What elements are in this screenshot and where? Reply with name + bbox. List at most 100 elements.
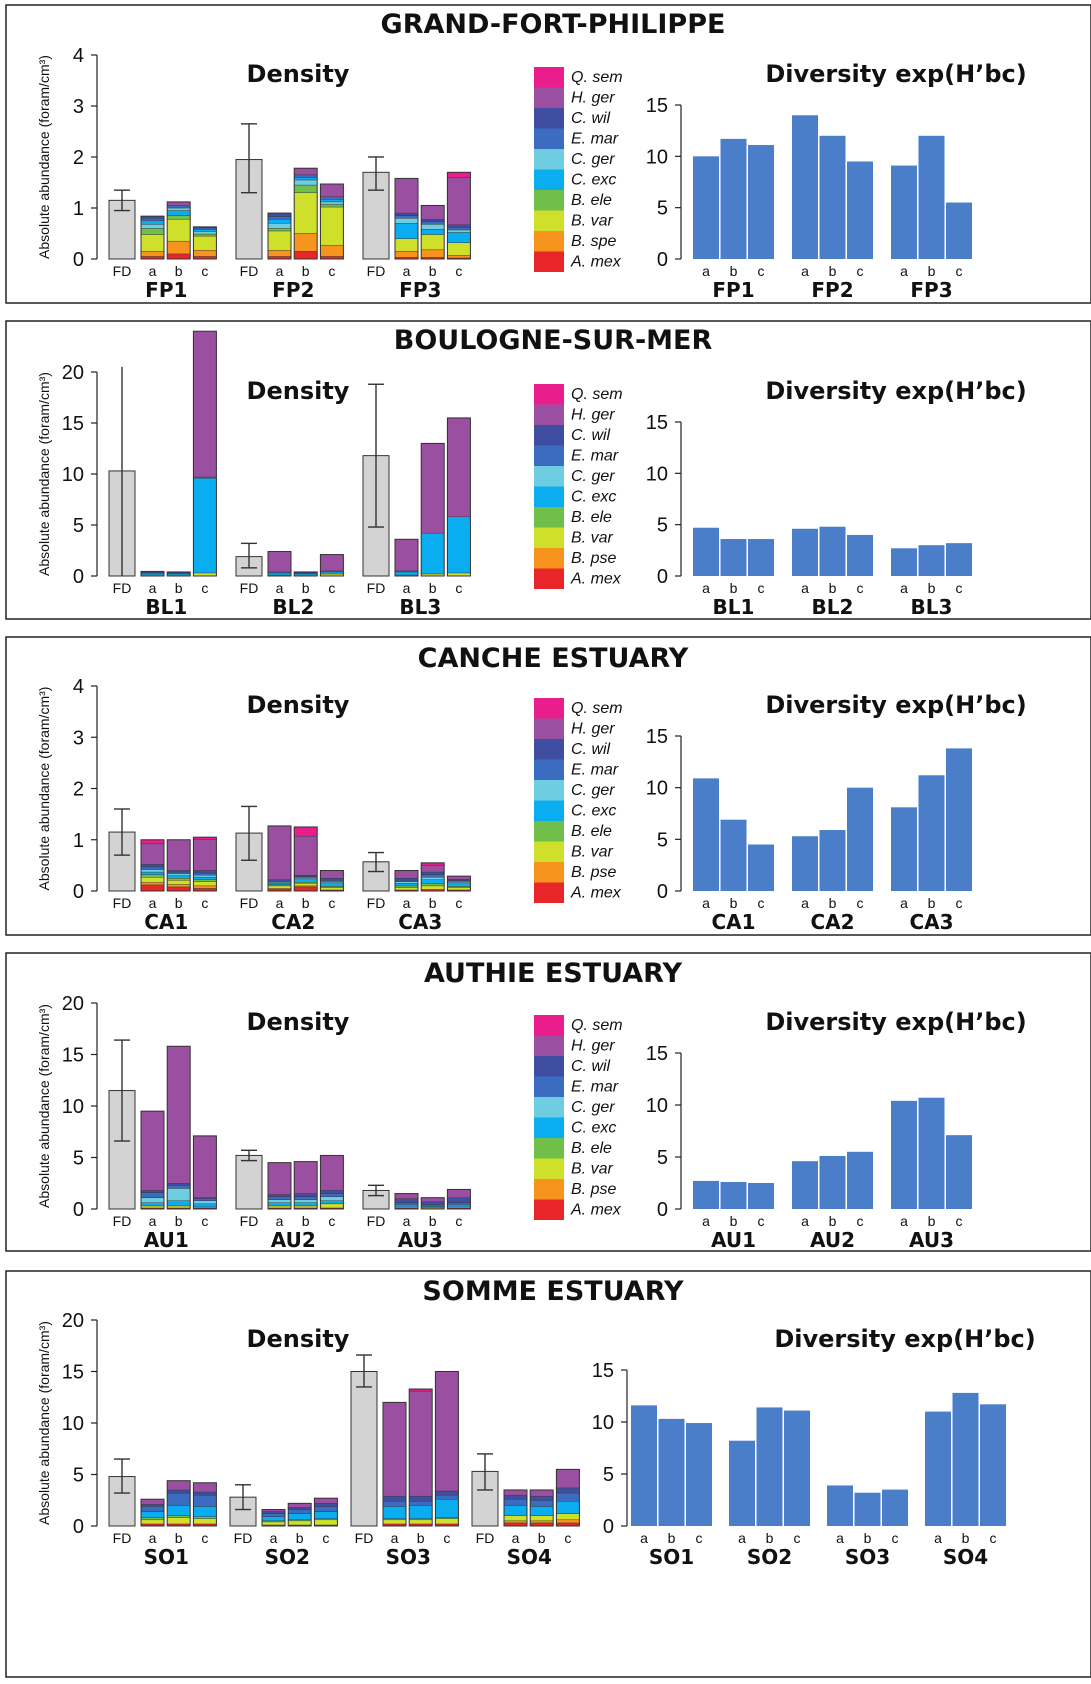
legend-swatch <box>534 759 564 780</box>
diversity-bar <box>631 1405 657 1526</box>
density-bar-outline <box>434 1371 459 1527</box>
density-y-tick-label: 0 <box>73 1516 84 1538</box>
density-bar-outline <box>394 177 419 260</box>
diversity-bar <box>854 1492 881 1526</box>
diversity-category-label: a <box>900 1213 908 1229</box>
diversity-y-tick-label: 0 <box>657 566 668 588</box>
density-bar-segment <box>314 1497 338 1504</box>
diversity-group-label: BL1 <box>713 595 755 619</box>
group-label: BL3 <box>399 595 441 619</box>
density-bar-segment <box>447 227 471 231</box>
density-bar-segment <box>382 1501 407 1507</box>
category-label: c <box>322 1530 329 1546</box>
legend-swatch <box>534 698 564 719</box>
density-bar-segment <box>166 877 191 881</box>
diversity-category-label: c <box>956 263 963 279</box>
density-bar-segment <box>140 1110 165 1191</box>
density-bar-segment <box>294 886 318 892</box>
legend-swatch <box>534 251 564 272</box>
category-label-fd: FD <box>234 1530 253 1546</box>
density-bar-segment <box>394 883 419 887</box>
density-bar-outline <box>192 836 217 892</box>
density-bar-outline <box>293 167 318 260</box>
density-bar-segment <box>320 196 344 200</box>
density-bar-segment <box>320 199 344 203</box>
density-bar-outline <box>394 870 419 892</box>
legend-swatch <box>534 1158 564 1179</box>
diversity-bar <box>819 830 846 891</box>
density-bar-segment <box>267 230 292 251</box>
legend-label: B. pse <box>571 864 616 881</box>
density-bar-segment <box>421 885 445 890</box>
group-label: FP2 <box>272 278 314 302</box>
diversity-category-label: c <box>758 1213 765 1229</box>
density-bar-segment <box>267 1162 292 1195</box>
density-bar-segment <box>140 869 165 873</box>
density-bar-segment <box>294 1193 318 1197</box>
diversity-category-label: c <box>857 263 864 279</box>
density-bar-segment <box>261 1511 286 1514</box>
legend-swatch <box>534 1056 564 1077</box>
category-label: b <box>538 1530 546 1546</box>
diversity-bar <box>980 1404 1006 1526</box>
density-bar-segment <box>294 879 318 883</box>
density-bar-segment <box>530 1500 554 1507</box>
legend-label: C. exc <box>571 1120 616 1137</box>
diversity-bar <box>819 135 846 259</box>
density-bar-segment <box>140 882 165 886</box>
diversity-y-tick-label: 5 <box>657 1147 668 1169</box>
diversity-category-label: c <box>794 1530 801 1546</box>
density-bar-segment <box>140 843 165 865</box>
density-bar-segment <box>394 1202 419 1206</box>
category-label: b <box>429 580 437 596</box>
density-bar-segment <box>421 229 445 235</box>
legend-swatch <box>534 780 564 801</box>
density-bar-segment <box>294 233 318 252</box>
panel-border <box>5 952 1091 1252</box>
legend-swatch <box>534 384 564 405</box>
density-bar-fd <box>235 1154 263 1210</box>
category-label: c <box>201 263 208 279</box>
density-bar-segment <box>193 1491 217 1496</box>
category-label-fd: FD <box>367 895 386 911</box>
density-bar-segment <box>294 1205 318 1209</box>
density-bar-segment <box>166 1200 191 1207</box>
density-bar-segment <box>267 223 292 229</box>
density-bar-segment <box>261 1513 286 1517</box>
density-bar-segment <box>394 212 419 216</box>
density-bar-segment <box>435 1518 459 1525</box>
category-label: a <box>149 580 157 596</box>
diversity-category-label: c <box>892 1530 899 1546</box>
legend-swatch <box>534 1179 564 1200</box>
density-bar-segment <box>447 516 471 574</box>
category-label: c <box>201 1213 208 1229</box>
diversity-category-label: a <box>900 895 908 911</box>
density-bar-segment <box>320 887 344 891</box>
density-y-axis-label: Absolute abundance (foram/cm³) <box>36 372 52 576</box>
density-title: Density <box>247 377 350 405</box>
density-bar-segment <box>556 1519 580 1524</box>
legend-label: A. mex <box>570 1202 622 1219</box>
density-bar-outline <box>446 875 471 892</box>
density-bar-segment <box>166 1515 191 1518</box>
density-bar-segment <box>294 179 318 186</box>
density-bar-outline <box>166 1045 191 1210</box>
density-bar-segment <box>267 1199 292 1204</box>
diversity-bar <box>918 775 945 891</box>
density-y-tick-label: 10 <box>62 464 84 486</box>
density-y-tick-label: 1 <box>73 198 84 220</box>
diversity-group-label: SO3 <box>845 1545 890 1569</box>
legend-label: B. ele <box>571 823 612 840</box>
diversity-y-tick-label: 0 <box>603 1516 614 1538</box>
diversity-group-label: CA1 <box>711 910 755 934</box>
legend-label: A. mex <box>570 254 622 271</box>
legend-swatch <box>534 1117 564 1138</box>
density-bar-segment <box>140 1519 165 1525</box>
density-bar-segment <box>435 1499 459 1518</box>
density-bar-segment <box>166 884 191 888</box>
density-bar-segment <box>193 1203 217 1208</box>
legend-swatch <box>534 568 564 589</box>
legend-label: Q. sem <box>571 386 623 403</box>
density-bar-segment <box>288 1509 312 1514</box>
density-bar-segment <box>320 201 344 205</box>
